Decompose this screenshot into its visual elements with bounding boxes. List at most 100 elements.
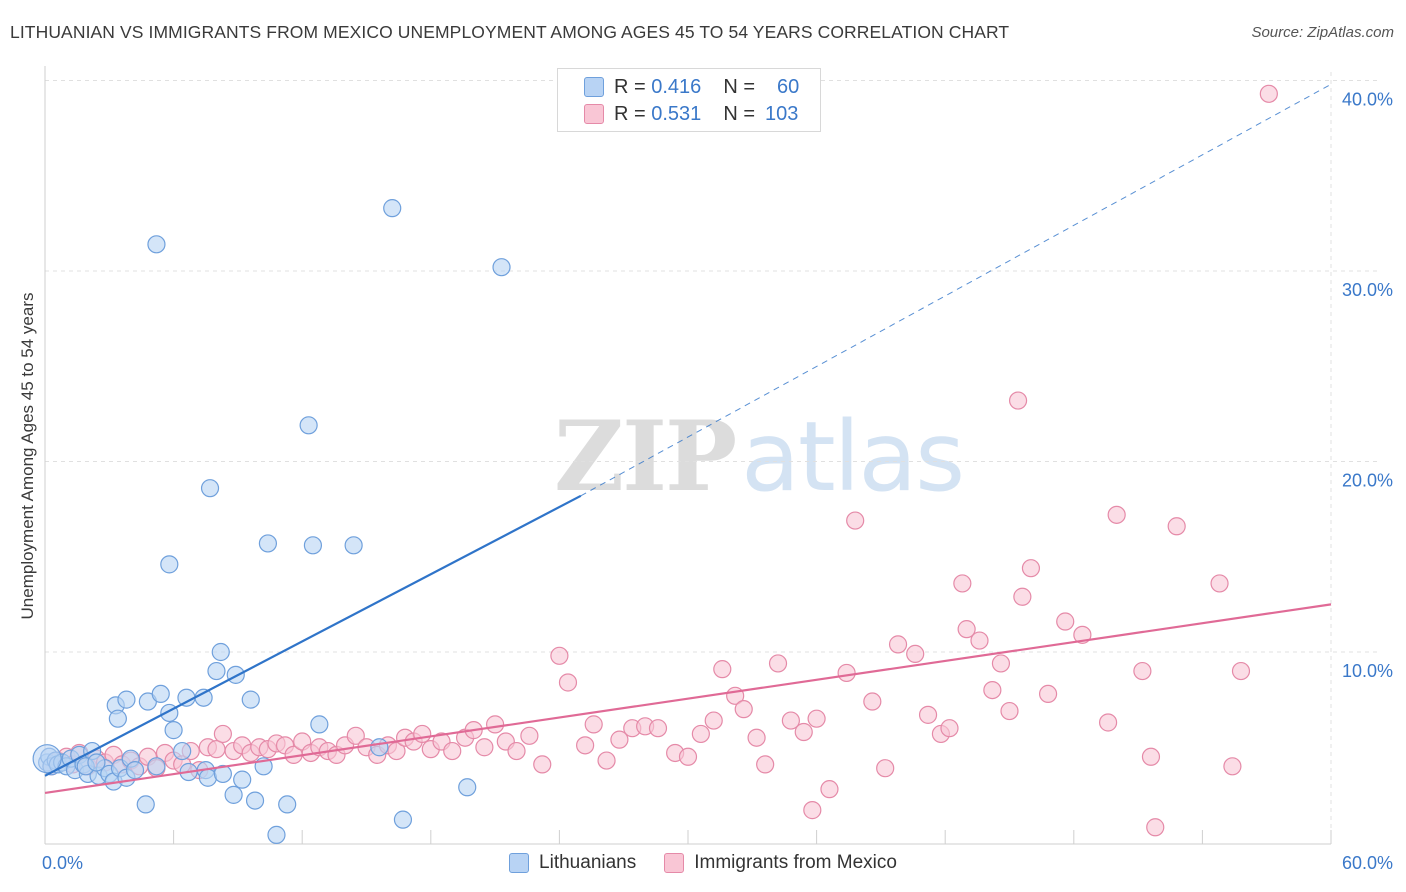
y-tick-label: 30.0%	[1342, 280, 1393, 300]
data-point	[781, 711, 800, 730]
data-point	[1146, 818, 1165, 837]
data-point	[226, 665, 245, 684]
data-point	[475, 738, 494, 757]
data-point	[160, 555, 179, 574]
axes	[44, 66, 1332, 845]
data-point	[1141, 747, 1161, 766]
data-point	[233, 770, 252, 789]
legend-n-label: N =	[723, 102, 755, 125]
trend-lines	[44, 83, 1332, 795]
data-point	[906, 644, 925, 664]
legend-item-mexico: Immigrants from Mexico	[664, 852, 897, 874]
data-point	[383, 199, 402, 218]
data-point	[863, 692, 882, 711]
data-point	[1013, 587, 1032, 606]
data-point	[734, 700, 753, 719]
data-point	[768, 654, 788, 673]
data-point	[991, 654, 1011, 673]
tick-labels: 10.0% 20.0% 30.0% 40.0% 0.0% 60.0%	[42, 90, 1393, 874]
data-point	[1107, 505, 1126, 524]
data-point	[1167, 517, 1186, 536]
data-point	[147, 757, 166, 776]
data-point	[584, 715, 603, 734]
data-point	[756, 755, 775, 774]
data-point	[299, 416, 318, 435]
data-point	[125, 761, 145, 780]
data-point	[492, 258, 511, 277]
data-point	[704, 711, 723, 730]
watermark-atlas: atlas	[741, 401, 965, 513]
trend-line-lithuanians-extrapolated	[580, 83, 1332, 497]
data-point	[1231, 661, 1251, 681]
data-point	[803, 801, 822, 820]
data-point	[486, 715, 505, 734]
data-point	[344, 536, 363, 555]
data-point	[648, 719, 668, 738]
data-point	[164, 721, 183, 740]
data-point	[458, 778, 477, 797]
data-point	[1133, 661, 1152, 681]
data-point	[550, 646, 569, 665]
data-point	[576, 736, 595, 755]
legend-row-mexico: R = 0.531 N = 103	[584, 102, 798, 126]
legend-n-label: N =	[723, 75, 755, 98]
source-label: Source: ZipAtlas.com	[1251, 24, 1394, 41]
data-point	[87, 753, 106, 772]
data-point	[147, 235, 166, 254]
data-point	[678, 747, 698, 766]
data-point	[258, 534, 278, 553]
data-point	[533, 755, 552, 774]
data-point	[507, 741, 526, 761]
data-point	[213, 724, 232, 744]
data-point	[1000, 701, 1019, 721]
data-point	[846, 511, 865, 530]
data-point	[303, 536, 323, 555]
legend-label-mexico: Immigrants from Mexico	[694, 852, 897, 873]
legend-row-lithuanians: R = 0.416 N = 60	[584, 75, 799, 99]
data-point	[876, 759, 895, 778]
data-point	[213, 764, 232, 784]
chart-title: LITHUANIAN VS IMMIGRANTS FROM MEXICO UNE…	[10, 22, 1010, 42]
data-point	[310, 715, 329, 734]
data-point	[520, 726, 539, 745]
legend-n-value: 103	[765, 102, 799, 125]
trend-line-mexico	[44, 603, 1332, 795]
data-point	[151, 684, 170, 704]
data-point	[207, 740, 226, 759]
data-point	[241, 690, 260, 709]
data-point	[198, 768, 217, 787]
legend-swatch-lithuanians	[584, 77, 604, 97]
data-point	[245, 791, 265, 810]
data-point	[1038, 684, 1058, 704]
series-immigrants-from-mexico	[42, 84, 1278, 837]
data-point	[940, 719, 959, 738]
series-legend: Lithuanians Immigrants from Mexico	[0, 852, 1406, 874]
data-point	[983, 680, 1002, 700]
legend-n-value: 60	[777, 75, 800, 98]
data-point	[747, 728, 766, 747]
y-tick-label: 10.0%	[1342, 661, 1393, 681]
data-point	[1056, 612, 1075, 631]
legend-swatch-lithuanians	[509, 853, 530, 873]
data-point	[1210, 574, 1229, 593]
data-point	[387, 741, 406, 761]
data-point	[173, 741, 192, 761]
data-point	[1259, 84, 1278, 103]
data-point	[1223, 757, 1242, 776]
data-point	[1098, 713, 1118, 732]
data-point	[346, 726, 365, 745]
data-point	[211, 642, 230, 662]
data-point	[970, 631, 989, 650]
legend-swatch-mexico	[664, 853, 685, 873]
data-point	[597, 751, 616, 770]
legend-r-label: R =	[614, 75, 646, 98]
data-point-cluster	[32, 744, 62, 774]
data-point	[267, 825, 286, 844]
data-point	[558, 673, 578, 692]
data-point	[807, 709, 826, 728]
data-point	[610, 730, 629, 749]
series-lithuanians	[32, 199, 511, 844]
data-point	[957, 620, 976, 639]
data-point	[1008, 391, 1028, 410]
